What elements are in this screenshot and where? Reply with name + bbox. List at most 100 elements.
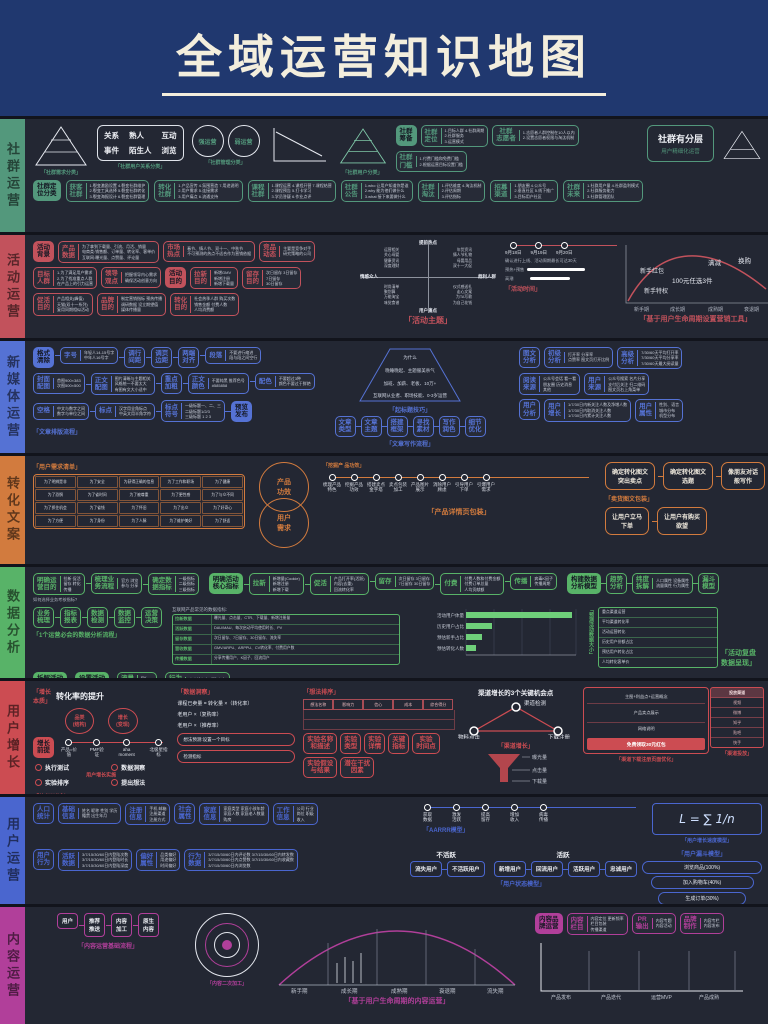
node-pill: 拉新 新增量(Cookie) 新增注册 新增下载: [243, 573, 304, 596]
activity-time-block: 9月18日 9月19日 9月20日 确认进行上线、活动周期最长可达30天 预热+预售…: [505, 241, 623, 293]
pyramid-user-diagram: 「社群用户分类」: [338, 125, 388, 176]
node-detail: 1.为了满足用户需求 2.为了找准重点人群 在产品上的引力运营: [53, 270, 93, 287]
node-pill: 竞品 动态 主要是竞争对手 研究策略的公司: [259, 241, 316, 262]
purchase-row: 让用户立马 下单 让用户有购买 欲望: [605, 507, 762, 535]
date-node: 9月18日: [505, 242, 522, 255]
aarrr-block: 获取 数据 激发 活跃 提高 留存 增加 收入 病毒 传播 「AARRR模型」: [423, 803, 642, 834]
premise-node: 产品=价值: [59, 739, 79, 758]
node-label: 图文 分析: [523, 350, 536, 365]
node-pill: 偏好 属性 品类偏好 用途偏好 时间偏好: [136, 849, 181, 872]
node-label: 品牌 目的: [101, 296, 114, 312]
funnel-label: 曝光量: [532, 754, 547, 761]
node-solid: 拆解活动 数据指标: [33, 671, 67, 678]
section-label-userops: 用户运营: [0, 797, 25, 904]
pyramid-icon: [339, 128, 386, 164]
node-detail: 3/7/15/30/60日内登陆次数 3/7/15/30/60日内登陆时长 3/…: [78, 852, 128, 869]
activity-theme-block: 提前热点 用户痛点 情感众人 趋利人群 运营相关 关心母婴 健康资讯 深度理财 …: [357, 240, 499, 326]
need-cell: 为了抓住机会: [35, 502, 76, 514]
quad-axis-bottom: 用户痛点: [419, 308, 437, 313]
channel-row: 投放渠道: [711, 688, 764, 698]
idea-bubble: 想法预测:设置一个目标: [177, 733, 296, 746]
layered-community: 社群有分层 用户精细化运营: [646, 125, 714, 162]
node-label: 趋势 分析: [610, 576, 624, 591]
node-label: 社会 属性: [178, 806, 192, 821]
node-pill: 梳理业 务流程 官方 浏览 参与 分享: [85, 573, 143, 594]
channel-row: 快手: [733, 739, 742, 745]
node-pill: 潜在干扰 因素: [340, 756, 375, 778]
model-row: 构建数据 分析模型 趋势 分析 纬度 拆解 人口属性 设备属性 流量属性 行为属性 漏斗…: [567, 573, 720, 594]
node-detail: 点击抢红包 领取红包 兑换红包 用户转发: [185, 676, 226, 678]
idea-ranking-block: 「想法排序」 想法名称 影响力 信心 成本 综合得分 实验名称 和描述 实验 类型 实验 详…: [303, 687, 456, 778]
node-pill: 社群 淘汰 1.评估维度 4.淘汰机制 2.评估周期 3.评估指标: [417, 180, 486, 203]
trap-line: 为什么: [403, 354, 417, 361]
relation-word: 熟人: [129, 131, 144, 140]
node-pill: 社群 志愿者 1.志愿者人群控制在10人以内 2.设置志愿者权限与淘汰机制: [492, 125, 579, 146]
node-label: 明确运 营目的: [37, 576, 57, 592]
stage-label: 成熟期: [708, 306, 723, 313]
node-label: 传播: [514, 577, 528, 585]
node-pill: 付费 付费人数和付费金额 付费订单总量 人均贡献额: [435, 573, 505, 596]
channel-row: 视频: [711, 698, 764, 708]
need-cell: 为了恐惧: [35, 489, 76, 501]
layer-box: 社群有分层 用户精细化运营: [646, 125, 714, 162]
node-solid: 明确活动 核心指标: [208, 573, 243, 594]
funnel-label: 下载量: [532, 778, 547, 785]
caption: 「活动主题」: [404, 316, 452, 325]
predict-block: 「预测活动数据大小」 重点渠道运营 平均渠道转化率 活动运营转化 历史用户份额占比 预估…: [588, 606, 756, 668]
metrics-row-cell: 拉新数据: [173, 614, 212, 624]
user-funnel-steps: 浏览商品(100%)加入购物车(40%)生成订单(30%)支付订单(20%)完成…: [642, 860, 762, 904]
idea-table-row: [303, 720, 456, 730]
question-note: 如何选择业务考核指标?: [33, 597, 78, 603]
node-detail: 不要纯黑 推荐色号 #585858: [207, 378, 245, 389]
aarrr-step: 增加 收入: [510, 804, 519, 823]
node-label: 实验名称 和描述: [307, 736, 334, 751]
need-cell: 为了人脉: [118, 515, 160, 527]
node-pill: 封面 配图 首图900×383 次图500×500: [33, 372, 85, 394]
premise-chain: 产品=价值 PMF验证 aha moment 北极星指标: [59, 738, 169, 758]
node-label: 确定数 据指标: [152, 576, 172, 592]
channel-funnel: 曝光量 点击量 下载量: [487, 754, 547, 785]
node-pill: 实验 详情: [364, 733, 386, 754]
need-cell: 为了好奇心: [202, 502, 243, 514]
node-label: 正文 配图: [94, 376, 108, 392]
curve-label: 新手红包: [640, 267, 664, 275]
node-detail: 性别、语言 城市分布 机型分布: [655, 402, 679, 419]
user-states-block: 不活跃 流失用户 不活跃用户 活跃 新增用户 回流用户 活跃用户 忠诚用户 「用户状态模…: [410, 849, 638, 888]
node-detail: 1/7/30日内新关注人数及净增人数 1/7/30日内取消关注人数 1/7/30…: [564, 402, 627, 419]
node-pill: 文章 主题: [355, 416, 382, 437]
node-pill: 拉新 目的 新增GMV 新增注册 新增下载量: [190, 267, 238, 290]
user-state: 忠诚用户: [600, 861, 638, 877]
insight-formula: 老用户 ×（推荐率）: [177, 723, 222, 729]
caption: 「执行测试与 实验复盘」: [33, 792, 169, 794]
caption: 「社群需求分类」: [40, 170, 81, 176]
node-label: 用户 分析: [523, 402, 536, 417]
node-label: 家庭 信息: [203, 806, 217, 822]
channel-headline: 渠道增长的3个关键机会点: [478, 690, 554, 697]
lifecycle-arc-chart: 新手期 成长期 成熟期 衰退期 流失期: [278, 929, 516, 995]
node-detail: 新增GMV 新增注册 新增下载量: [210, 270, 234, 287]
triangle-label: 物料点击: [458, 733, 481, 739]
node-label: 领导 观点: [105, 270, 118, 285]
channel-row: 知乎: [711, 718, 764, 728]
node-detail: 1.评估维度 4.淘汰机制 2.评估周期 3.评估指标: [437, 183, 481, 200]
node-detail: 社会热季人群 购买次数 销售金额 付费人数 人均消费额: [190, 296, 235, 313]
trap-line: 晚睡晚起、主题服美杀气: [385, 367, 435, 374]
community-pills-row1: 社群 筹备 社群 定位 1.目标人群 4.社群周期 2.社群服务 3.运营模式 社群 …: [395, 125, 639, 173]
flow-box: 像朋友对话 般写作: [716, 462, 766, 490]
node-detail: 手机 邮箱 注册渠道 注册方式: [145, 806, 166, 823]
content-flow-step: 推荐 推送: [78, 913, 105, 937]
content-flow-steps: 用户 推荐 推送 内容 加工 原生 内容: [56, 913, 160, 937]
bar-label: 预估新手占比: [437, 634, 464, 641]
user-state: 回流用户: [526, 861, 564, 877]
node-label: 留存 目的: [246, 270, 259, 286]
metrics-row-cell: 留存数据: [173, 634, 212, 644]
section-newmedia-ops: 新媒体运营 格式 清除 字号 年轻人14-15号字 中年人16号字 调行 间距 调页 边…: [0, 341, 768, 453]
caption: 「内容二次加工」: [206, 981, 247, 987]
decline-chart-icon: [273, 128, 326, 162]
node-label: 文章 类型: [338, 419, 352, 434]
flow-box: 让用户有购买 欲望: [652, 507, 708, 535]
bar-label: 历史用户占比: [437, 623, 464, 630]
node-label: 封面 配图: [37, 375, 50, 391]
metrics-row-cell: 传播数据: [173, 654, 212, 664]
node-detail: 年轻人14-15号字 中年人16号字: [80, 350, 114, 361]
